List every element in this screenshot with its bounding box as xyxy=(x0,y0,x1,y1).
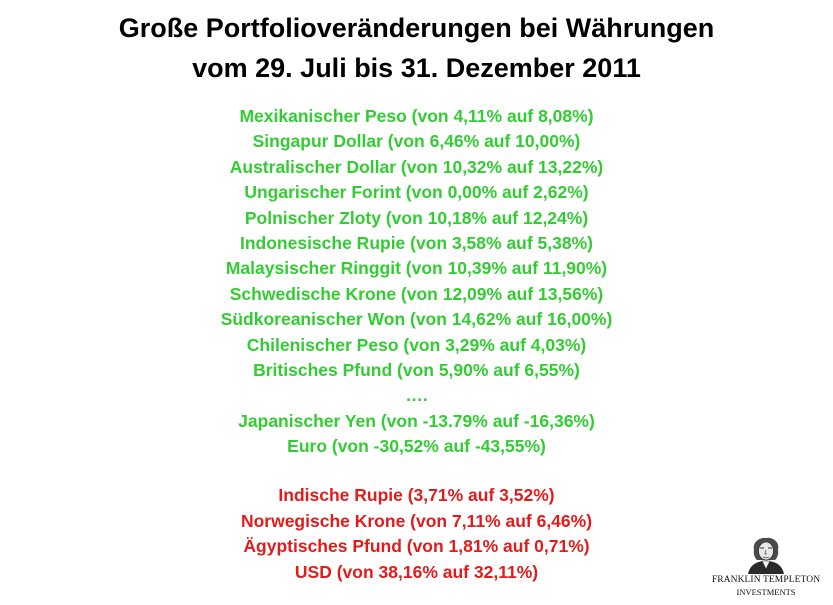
list-item: Südkoreanischer Won (von 14,62% auf 16,0… xyxy=(220,309,613,330)
title-line-2: vom 29. Juli bis 31. Dezember 2011 xyxy=(192,53,641,83)
list-item: Schwedische Krone (von 12,09% auf 13,56%… xyxy=(229,283,604,304)
list-item: Ägyptisches Pfund (von 1,81% auf 0,71%) xyxy=(243,536,590,557)
list-item: Mexikanischer Peso (von 4,11% auf 8,08%) xyxy=(239,106,594,126)
list-item: Ungarischer Forint (von 0,00% auf 2,62%) xyxy=(244,182,589,203)
list-item: Indonesische Rupie (von 3,58% auf 5,38%) xyxy=(239,232,594,253)
list-item: Polnischer Zloty (von 10,18% auf 12,24%) xyxy=(244,207,589,228)
benjamin-franklin-portrait-icon xyxy=(748,537,784,574)
currency-lists: Mexikanischer Peso (von 4,11% auf 8,08%)… xyxy=(0,104,833,585)
ellipsis-separator: …. xyxy=(405,385,428,406)
list-item: Chilenischer Peso (von 3,29% auf 4,03%) xyxy=(246,334,587,355)
list-item: Norwegische Krone (von 7,11% auf 6,46%) xyxy=(240,510,593,531)
list-item: USD (von 38,16% auf 32,11%) xyxy=(294,561,539,582)
list-item: Japanischer Yen (von -13.79% auf -16,36%… xyxy=(238,410,595,431)
list-item: Singapur Dollar (von 6,46% auf 10,00%) xyxy=(252,131,581,152)
slide-title: Große Portfolioveränderungen bei Währung… xyxy=(0,8,833,88)
increased-positions-list: Mexikanischer Peso (von 4,11% auf 8,08%)… xyxy=(0,104,833,459)
franklin-templeton-logo: FRANKLIN TEMPLETON INVESTMENTS xyxy=(704,536,828,602)
list-item: Britisches Pfund (von 5,90% auf 6,55%) xyxy=(253,359,580,380)
list-item: Malaysischer Ringgit (von 10,39% auf 11,… xyxy=(225,258,608,279)
list-item: Indische Rupie (3,71% auf 3,52%) xyxy=(278,485,555,506)
logo-wordmark: FRANKLIN TEMPLETON xyxy=(711,575,821,585)
title-line-1: Große Portfolioveränderungen bei Währung… xyxy=(118,13,715,43)
logo-subtitle: INVESTMENTS xyxy=(736,587,796,597)
decreased-positions-list: Indische Rupie (3,71% auf 3,52%) Norwegi… xyxy=(0,483,833,585)
list-item: Euro (von -30,52% auf -43,55%) xyxy=(287,436,546,457)
list-item: Australischer Dollar (von 10,32% auf 13,… xyxy=(229,156,604,177)
